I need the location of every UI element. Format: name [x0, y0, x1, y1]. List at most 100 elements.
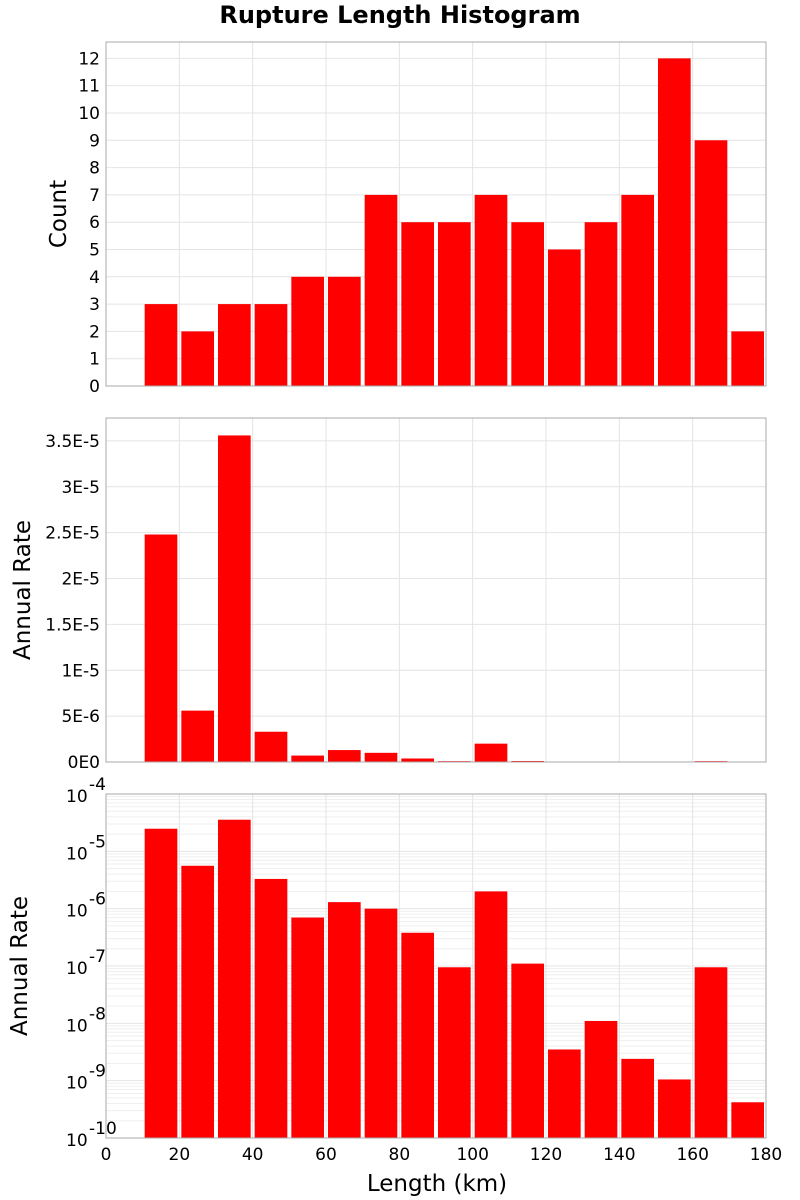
bar	[291, 276, 324, 386]
bar	[474, 891, 508, 1138]
bar	[621, 1058, 654, 1138]
bar	[291, 755, 324, 762]
bar	[401, 758, 434, 762]
bar	[254, 731, 288, 762]
y-tick-label: 3E-5	[61, 478, 100, 498]
bar	[364, 752, 398, 762]
y-tick-label: 5E-6	[61, 707, 100, 727]
bar	[658, 1079, 691, 1138]
x-axis-label: Length (km)	[367, 1171, 507, 1197]
x-tick-label: 120	[530, 1145, 562, 1165]
y-axis-label: Count	[46, 180, 72, 248]
y-tick-label: 5	[89, 240, 100, 260]
bar	[731, 331, 764, 386]
y-tick-label: 10	[78, 104, 100, 124]
y-tick-label: 7	[89, 186, 100, 206]
bar	[218, 819, 251, 1138]
bar	[144, 534, 178, 762]
y-tick-label: 1.5E-5	[45, 615, 100, 635]
y-tick-label: 1	[89, 350, 100, 370]
bar	[584, 222, 618, 386]
bar	[254, 304, 288, 386]
y-tick-label: 9	[89, 131, 100, 151]
bar	[658, 58, 691, 386]
bar	[144, 828, 178, 1138]
bar	[144, 304, 178, 386]
bar	[731, 1102, 764, 1138]
x-tick-label: 100	[456, 1145, 488, 1165]
y-tick-label: 1E-5	[61, 661, 100, 681]
y-axis-label: Annual Rate	[7, 896, 33, 1036]
bar	[548, 249, 581, 386]
plot-area	[105, 417, 767, 763]
y-tick-label: 4	[89, 268, 100, 288]
plot-frame	[105, 417, 767, 763]
chart-title: Rupture Length Histogram	[219, 1, 580, 29]
bar	[181, 865, 214, 1138]
y-tick-exponent: -7	[89, 947, 106, 967]
y-tick-label: 2E-5	[61, 570, 100, 590]
bar	[364, 908, 398, 1138]
bar	[364, 194, 398, 386]
y-tick-label: 2	[89, 322, 100, 342]
plot-frame	[105, 793, 767, 1139]
x-axis: 0 20 40 60 80 100 120 140 160 180	[101, 1145, 783, 1165]
bar	[438, 967, 471, 1138]
y-tick-label: 10	[66, 959, 88, 979]
bar	[474, 194, 508, 386]
y-tick-label: 0	[89, 377, 100, 397]
bar	[401, 932, 434, 1138]
bar	[328, 902, 361, 1138]
y-tick-label: 2.5E-5	[45, 524, 100, 544]
plot-area	[105, 41, 767, 387]
bar	[438, 222, 471, 386]
y-tick-label: 10	[66, 1016, 88, 1036]
plot-frame	[105, 41, 767, 387]
y-tick-label: 6	[89, 213, 100, 233]
bar	[511, 760, 544, 762]
bar	[181, 331, 214, 386]
bar	[401, 222, 434, 386]
x-tick-label: 160	[676, 1145, 708, 1165]
y-tick-exponent: -6	[89, 890, 106, 910]
y-tick-exponent: -10	[89, 1119, 117, 1139]
y-tick-label: 11	[78, 77, 100, 97]
y-tick-label: 3	[89, 295, 100, 315]
y-tick-label: 10	[66, 902, 88, 922]
x-tick-label: 20	[169, 1145, 191, 1165]
bar	[181, 710, 214, 762]
y-tick-exponent: -5	[89, 832, 106, 852]
x-tick-label: 80	[389, 1145, 411, 1165]
y-tick-label: 12	[78, 49, 100, 69]
annual-rate-linear-panel: 0E0 5E-6 1E-5 1.5E-5 2E-5 2.5E-5 3E-5 3.5E-5 Ann…	[10, 417, 767, 773]
x-tick-label: 0	[101, 1145, 112, 1165]
y-tick-label: 8	[89, 159, 100, 179]
y-tick-label: 10	[66, 787, 88, 807]
y-tick-exponent: -9	[89, 1062, 106, 1082]
bar	[694, 967, 728, 1138]
y-tick-exponent: -8	[89, 1004, 106, 1024]
bar	[621, 194, 654, 386]
bar	[218, 304, 251, 386]
x-tick-label: 140	[603, 1145, 635, 1165]
y-tick-exponent: -4	[89, 775, 106, 795]
x-tick-label: 40	[242, 1145, 264, 1165]
y-tick-label: 3.5E-5	[45, 432, 100, 452]
bar	[328, 750, 361, 762]
y-tick-label: 10	[66, 844, 88, 864]
bar	[218, 435, 251, 762]
bar	[548, 1049, 581, 1138]
y-axis-label: Annual Rate	[10, 520, 36, 660]
bar	[584, 1020, 618, 1138]
bar	[511, 222, 544, 386]
bar	[254, 878, 288, 1138]
bar	[474, 743, 508, 762]
bar	[511, 963, 544, 1138]
y-tick-label: 10	[66, 1131, 88, 1151]
x-tick-label: 180	[750, 1145, 782, 1165]
bar	[291, 917, 324, 1138]
bar	[328, 276, 361, 386]
